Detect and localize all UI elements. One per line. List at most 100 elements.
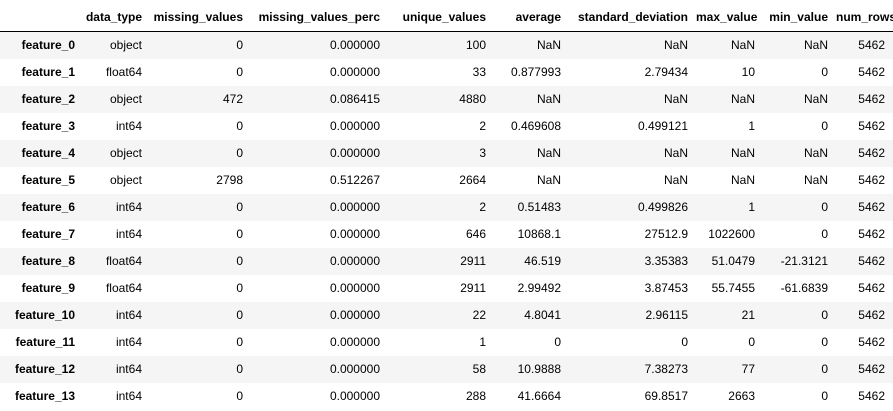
row-index-label: feature_12 <box>14 362 75 376</box>
table-cell: 0 <box>821 200 828 214</box>
dataframe-table: data_type missing_values missing_values_… <box>0 3 893 410</box>
table-cell: 2664 <box>459 173 486 187</box>
table-row: feature_8 float64 0 0.000000 2911 46.519 3.353… <box>0 248 893 275</box>
table-cell: 10868.1 <box>517 227 561 241</box>
table-cell: 0 <box>554 335 561 349</box>
table-cell: 0 <box>821 335 828 349</box>
table-cell: 0.000000 <box>329 362 380 376</box>
table-cell: object <box>109 146 142 160</box>
table-cell: 0 <box>236 119 243 133</box>
table-cell: 0.000000 <box>329 200 380 214</box>
table-cell: 0.499826 <box>637 200 688 214</box>
table-cell: 0 <box>236 146 243 160</box>
row-index-label: feature_3 <box>21 119 75 133</box>
row-index-label: feature_2 <box>21 92 75 106</box>
table-cell: 0 <box>236 227 243 241</box>
table-cell: 5462 <box>858 38 885 52</box>
table-row: feature_2 object 472 0.086415 4880 NaN NaN NaN N… <box>0 86 893 113</box>
table-row: feature_6 int64 0 0.000000 2 0.51483 0.499826 1… <box>0 194 893 221</box>
row-index-label: feature_5 <box>21 173 75 187</box>
column-header: num_rows <box>836 3 893 32</box>
row-index-label: feature_6 <box>21 200 75 214</box>
table-cell: 3.87453 <box>644 281 688 295</box>
table-cell: NaN <box>663 92 688 106</box>
column-header: min_value <box>763 3 836 32</box>
table-cell: float64 <box>105 65 142 79</box>
table-cell: 69.8517 <box>644 389 688 403</box>
table-cell: 5462 <box>858 335 885 349</box>
table-cell: 0 <box>236 254 243 268</box>
table-cell: 5462 <box>858 65 885 79</box>
table-cell: 3 <box>479 146 486 160</box>
table-cell: int64 <box>115 308 142 322</box>
table-row: feature_11 int64 0 0.000000 1 0 0 0 0 5462 <box>0 329 893 356</box>
column-header: average <box>494 3 569 32</box>
table-cell: 77 <box>741 362 755 376</box>
table-cell: 0.086415 <box>329 92 380 106</box>
table-cell: NaN <box>536 92 561 106</box>
table-cell: 1022600 <box>708 227 755 241</box>
table-cell: NaN <box>536 38 561 52</box>
row-index-label: feature_0 <box>21 38 75 52</box>
table-cell: 0.469608 <box>510 119 561 133</box>
table-cell: int64 <box>115 119 142 133</box>
table-cell: 1 <box>748 200 755 214</box>
row-index-label: feature_8 <box>21 254 75 268</box>
table-cell: 0.877993 <box>510 65 561 79</box>
table-cell: 1 <box>748 119 755 133</box>
table-row: feature_5 object 2798 0.512267 2664 NaN NaN NaN… <box>0 167 893 194</box>
table-cell: 33 <box>472 65 486 79</box>
table-cell: NaN <box>730 92 755 106</box>
row-index-label: feature_9 <box>21 281 75 295</box>
table-cell: 5462 <box>858 308 885 322</box>
column-header: standard_deviation <box>569 3 696 32</box>
table-cell: 0 <box>821 65 828 79</box>
table-cell: 3.35383 <box>644 254 688 268</box>
table-cell: 7.38273 <box>644 362 688 376</box>
index-header <box>0 3 83 32</box>
table-cell: 0 <box>236 335 243 349</box>
table-row: feature_12 int64 0 0.000000 58 10.9888 7.38273… <box>0 356 893 383</box>
table-cell: 0 <box>748 335 755 349</box>
column-header: unique_values <box>388 3 494 32</box>
table-cell: 0 <box>821 362 828 376</box>
table-cell: 2798 <box>216 173 243 187</box>
table-cell: int64 <box>115 389 142 403</box>
table-cell: 0 <box>236 38 243 52</box>
table-cell: 10 <box>741 65 755 79</box>
table-row: feature_4 object 0 0.000000 3 NaN NaN NaN NaN 546… <box>0 140 893 167</box>
table-cell: 5462 <box>858 227 885 241</box>
table-cell: 0 <box>236 200 243 214</box>
table-row: feature_13 int64 0 0.000000 288 41.6664 69.851… <box>0 383 893 410</box>
table-cell: 10.9888 <box>517 362 561 376</box>
table-cell: 0.000000 <box>329 38 380 52</box>
table-cell: 0 <box>236 281 243 295</box>
table-cell: 27512.9 <box>644 227 688 241</box>
table-cell: NaN <box>730 38 755 52</box>
row-index-label: feature_4 <box>21 146 75 160</box>
table-cell: -21.3121 <box>780 254 828 268</box>
column-header: data_type <box>83 3 150 32</box>
table-cell: 0.499121 <box>637 119 688 133</box>
table-cell: NaN <box>730 146 755 160</box>
table-cell: 0.000000 <box>329 308 380 322</box>
table-cell: int64 <box>115 335 142 349</box>
table-cell: 55.7455 <box>711 281 755 295</box>
row-index-label: feature_10 <box>14 308 75 322</box>
table-cell: NaN <box>663 173 688 187</box>
table-cell: float64 <box>105 254 142 268</box>
table-cell: 2.79434 <box>644 65 688 79</box>
table-row: feature_9 float64 0 0.000000 2911 2.99492 3.87… <box>0 275 893 302</box>
table-cell: 1 <box>479 335 486 349</box>
table-cell: 0.000000 <box>329 281 380 295</box>
table-cell: 5462 <box>858 200 885 214</box>
table-cell: 5462 <box>858 146 885 160</box>
table-cell: 288 <box>465 389 486 403</box>
table-cell: int64 <box>115 227 142 241</box>
header-row: data_type missing_values missing_values_… <box>0 3 893 32</box>
table-cell: 58 <box>472 362 486 376</box>
table-cell: 2 <box>479 200 486 214</box>
table-row: feature_7 int64 0 0.000000 646 10868.1 27512.9… <box>0 221 893 248</box>
table-cell: object <box>109 173 142 187</box>
